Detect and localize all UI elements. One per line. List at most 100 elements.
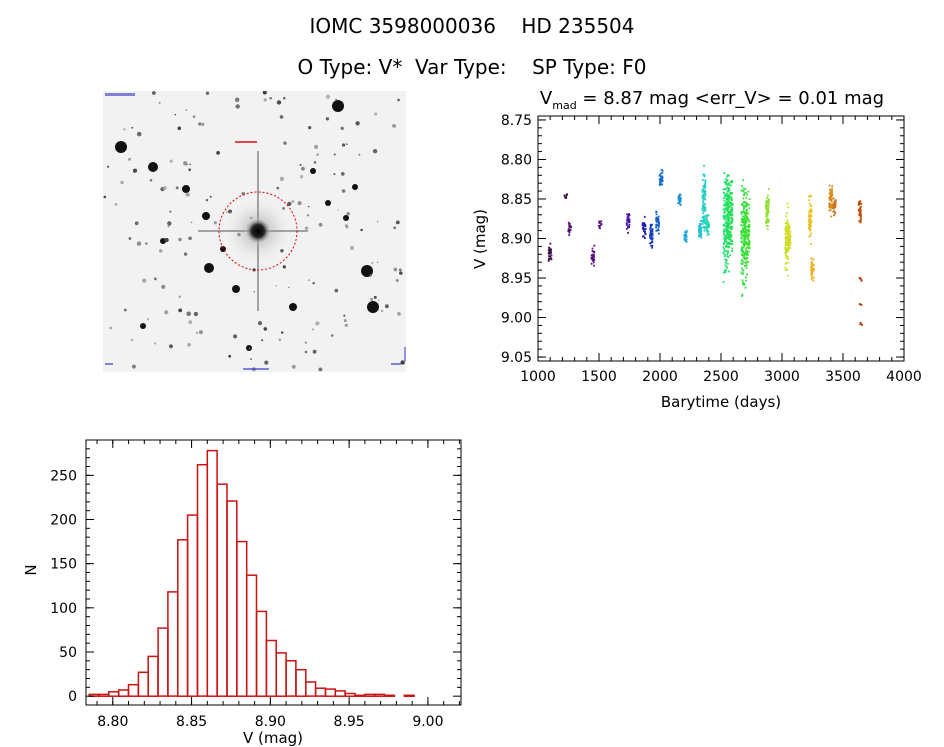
field-star <box>332 100 344 112</box>
data-point <box>747 261 750 263</box>
data-point <box>829 195 832 198</box>
data-point <box>726 222 729 225</box>
data-point <box>743 254 746 257</box>
field-star <box>103 195 107 199</box>
data-point <box>707 233 710 235</box>
data-point <box>661 180 664 182</box>
data-point <box>593 255 595 257</box>
field-star <box>169 159 173 163</box>
data-point <box>658 178 661 181</box>
histogram-bar <box>403 694 415 697</box>
data-point <box>702 189 705 192</box>
data-point <box>563 194 566 197</box>
data-point <box>809 194 812 197</box>
data-point <box>740 229 743 232</box>
data-point <box>831 185 834 188</box>
data-point <box>740 234 743 237</box>
data-point <box>568 231 571 234</box>
data-point <box>590 262 593 265</box>
field-star <box>313 161 317 164</box>
data-point <box>730 228 733 231</box>
data-point <box>723 199 726 202</box>
field-star <box>167 221 172 226</box>
data-point <box>833 207 835 210</box>
field-star <box>393 267 398 272</box>
y-tick-label: 250 <box>50 468 77 484</box>
field-star <box>178 308 183 313</box>
histogram-bar <box>265 639 277 697</box>
data-point <box>706 218 708 221</box>
data-point <box>651 228 654 231</box>
data-point <box>730 198 733 201</box>
data-point <box>748 207 751 210</box>
data-point <box>743 244 746 247</box>
data-point <box>723 191 726 194</box>
data-point <box>723 255 726 257</box>
field-star <box>189 163 191 166</box>
data-point <box>699 220 702 222</box>
data-point <box>704 192 707 194</box>
data-point <box>766 209 769 211</box>
data-point <box>722 224 725 227</box>
data-point <box>649 226 652 228</box>
data-point <box>788 228 790 231</box>
data-point <box>684 237 686 240</box>
data-point <box>765 200 768 203</box>
data-point <box>743 252 745 254</box>
data-point <box>723 232 725 235</box>
data-point <box>703 198 705 201</box>
data-point <box>641 224 644 227</box>
data-point <box>678 194 680 197</box>
field-star <box>297 201 302 206</box>
data-point <box>746 273 748 276</box>
data-point <box>789 238 791 240</box>
data-point <box>705 217 708 220</box>
data-point <box>657 229 660 232</box>
data-point <box>724 210 726 213</box>
field-star <box>337 209 339 211</box>
data-point <box>704 182 707 185</box>
field-star <box>235 104 240 109</box>
data-point <box>731 240 734 243</box>
light-curve-ylabel: V (mag) <box>471 209 489 269</box>
data-point <box>703 215 705 218</box>
data-point <box>700 229 703 232</box>
data-point <box>745 262 748 265</box>
field-star <box>253 291 256 293</box>
field-star <box>301 166 305 171</box>
data-point <box>730 208 732 211</box>
data-point <box>702 200 704 203</box>
data-point <box>785 232 788 234</box>
histogram-bar <box>324 688 337 697</box>
data-point <box>741 295 743 297</box>
data-point <box>741 267 743 270</box>
data-point <box>728 217 731 220</box>
data-point <box>644 228 647 230</box>
data-point <box>685 238 688 241</box>
data-point <box>723 218 726 220</box>
data-point <box>550 258 553 261</box>
data-point <box>811 276 814 278</box>
data-point <box>743 257 745 259</box>
data-point <box>731 218 734 220</box>
data-point <box>832 202 835 205</box>
field-star <box>186 311 191 317</box>
data-point <box>679 200 682 203</box>
data-point <box>659 182 661 184</box>
data-point <box>700 236 703 239</box>
field-star <box>185 192 190 197</box>
field-star <box>152 91 156 95</box>
data-point <box>786 274 789 277</box>
data-point <box>743 208 745 210</box>
data-point <box>861 324 863 326</box>
data-point <box>643 228 645 230</box>
data-point <box>832 197 835 200</box>
data-point <box>747 217 750 220</box>
field-star <box>283 141 287 145</box>
data-point <box>727 211 730 214</box>
data-point <box>784 266 787 269</box>
field-star <box>349 245 355 251</box>
data-point <box>703 173 706 176</box>
data-point <box>748 226 750 229</box>
histogram-bar <box>127 683 140 697</box>
